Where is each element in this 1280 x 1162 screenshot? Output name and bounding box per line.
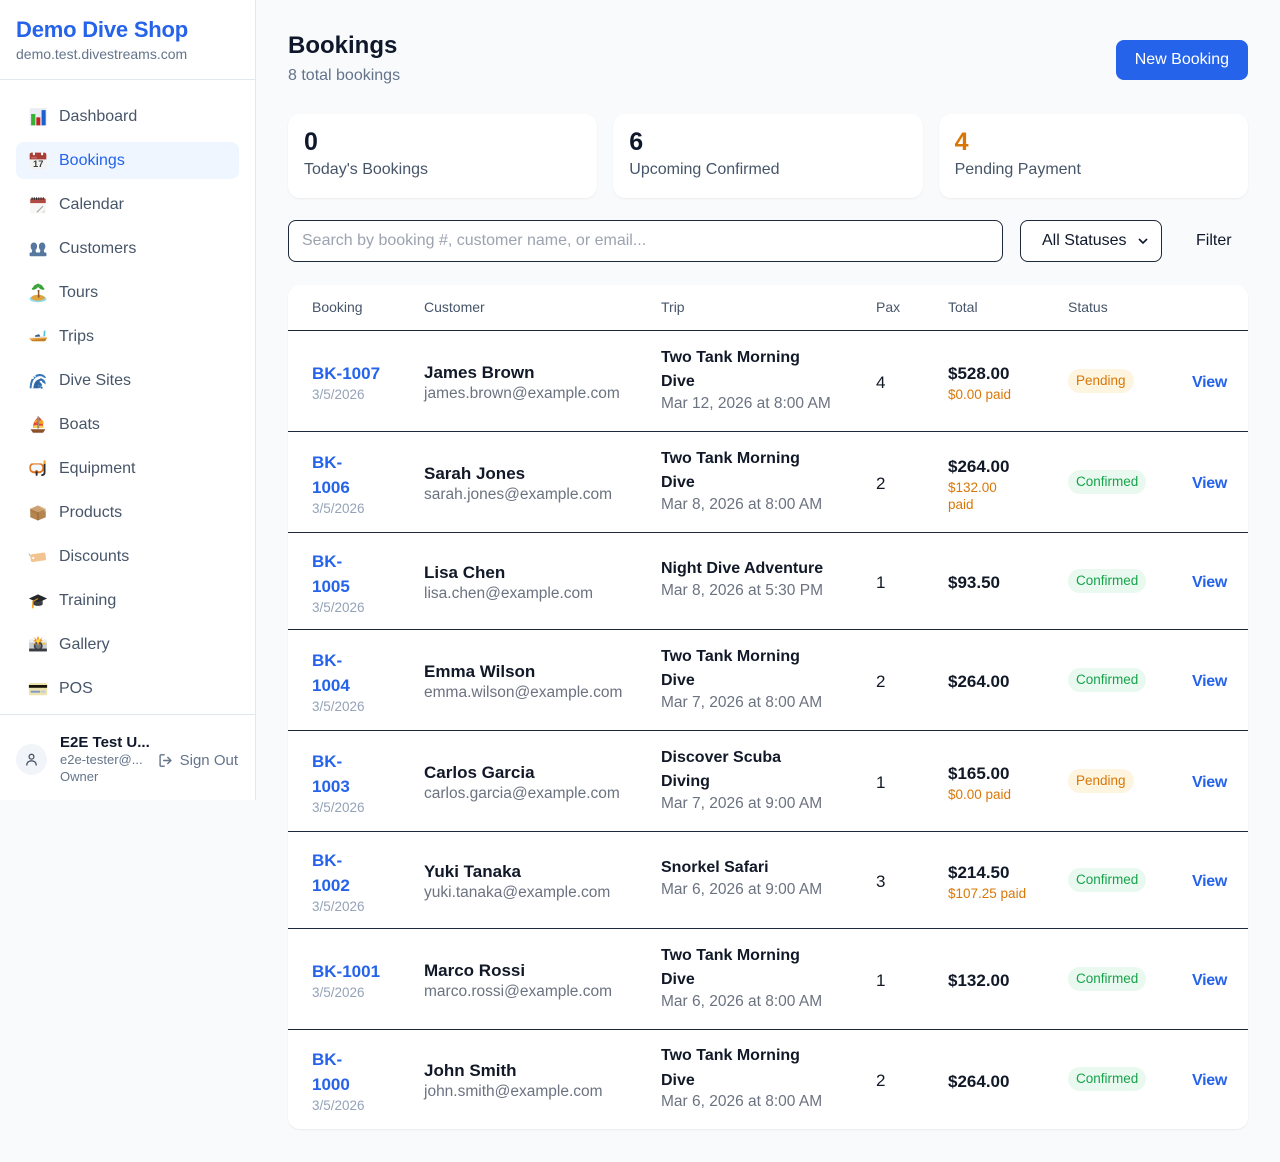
svg-text:17: 17 bbox=[33, 159, 43, 169]
